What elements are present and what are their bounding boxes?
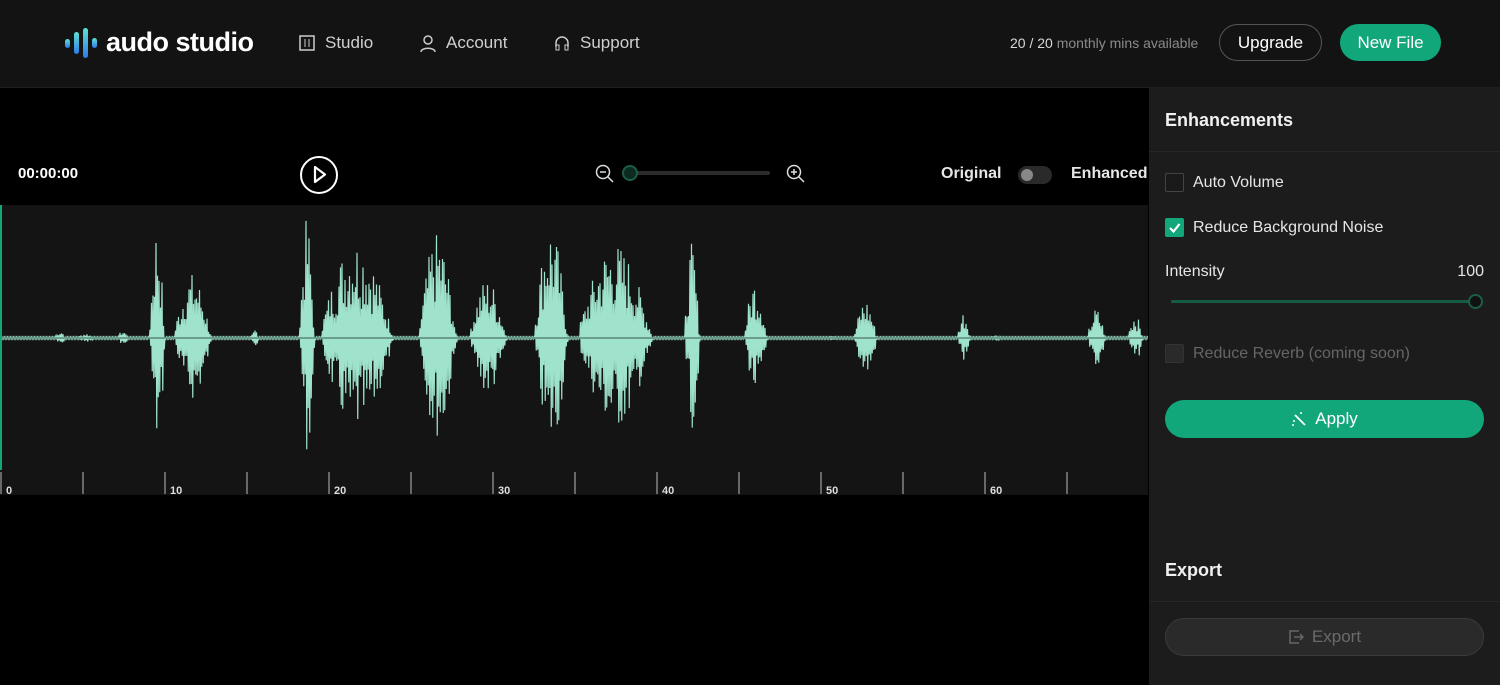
logo-icon: [65, 27, 97, 58]
zoom-out-icon[interactable]: [595, 164, 614, 183]
zoom-slider[interactable]: [630, 171, 770, 175]
ruler-label: 0: [6, 485, 12, 495]
playback-time: 00:00:00: [18, 165, 79, 182]
intensity-value: 100: [1457, 263, 1484, 280]
intensity-label: Intensity: [1165, 263, 1225, 280]
ruler-label: 50: [826, 485, 838, 495]
reduce-noise-checkbox[interactable]: [1165, 218, 1184, 237]
nav-account[interactable]: Account: [420, 33, 507, 53]
reduce-reverb-checkbox: [1165, 344, 1184, 363]
reduce-reverb-label: Reduce Reverb (coming soon): [1193, 345, 1410, 362]
apply-button[interactable]: Apply: [1165, 400, 1484, 438]
sliders-icon: [299, 35, 315, 51]
waveform-panel[interactable]: 0 10 20 30 40 50 60: [0, 205, 1149, 497]
apply-label: Apply: [1315, 409, 1358, 428]
playhead[interactable]: [0, 205, 2, 470]
check-icon: [1169, 223, 1181, 234]
divider: [1149, 601, 1500, 602]
divider: [1149, 151, 1500, 152]
logo[interactable]: audo studio: [64, 27, 254, 58]
intensity-slider[interactable]: [1171, 300, 1477, 303]
ruler-label: 20: [334, 485, 346, 495]
nav-studio[interactable]: Studio: [299, 33, 373, 53]
nav-label: Studio: [325, 33, 374, 52]
original-enhanced-toggle[interactable]: [1018, 166, 1052, 184]
ruler-label: 10: [170, 485, 182, 495]
enhanced-label: Enhanced: [1071, 165, 1148, 182]
export-label: Export: [1311, 627, 1362, 646]
auto-volume-checkbox[interactable]: [1165, 173, 1184, 192]
user-icon: [420, 34, 436, 52]
upgrade-button[interactable]: Upgrade: [1219, 24, 1322, 61]
nav-label: Account: [446, 33, 508, 52]
top-bar: audo studio Studio Account Support 20 / …: [0, 0, 1500, 88]
magic-wand-icon: [1292, 412, 1306, 426]
brand-name: audo studio: [106, 27, 254, 57]
export-button: Export: [1165, 618, 1484, 656]
export-title: Export: [1165, 560, 1223, 580]
zoom-slider-thumb[interactable]: [622, 165, 638, 181]
new-file-button[interactable]: New File: [1340, 24, 1441, 61]
minutes-text: monthly mins available: [1056, 35, 1199, 51]
export-icon: [1289, 630, 1304, 644]
play-button[interactable]: [300, 156, 338, 194]
ruler-label: 60: [990, 485, 1002, 495]
sidebar: Enhancements Auto Volume Reduce Backgrou…: [1149, 88, 1500, 685]
reduce-noise-label: Reduce Background Noise: [1193, 219, 1384, 236]
minutes-count: 20 / 20: [1010, 35, 1053, 51]
headphones-icon: [555, 36, 569, 51]
minutes-available: 20 / 20 monthly mins available: [1010, 35, 1198, 51]
nav-support[interactable]: Support: [554, 33, 640, 53]
intensity-slider-thumb[interactable]: [1468, 294, 1483, 309]
ruler-label: 30: [498, 485, 510, 495]
enhancements-title: Enhancements: [1165, 110, 1294, 130]
auto-volume-label: Auto Volume: [1193, 174, 1284, 191]
nav-label: Support: [580, 33, 640, 52]
waveform: 0 10 20 30 40 50 60: [0, 220, 1149, 497]
waveform-path: [0, 220, 1149, 450]
ruler-label: 40: [662, 485, 674, 495]
zoom-in-icon[interactable]: [786, 164, 805, 183]
play-icon: [313, 165, 327, 184]
original-label: Original: [941, 165, 1002, 182]
